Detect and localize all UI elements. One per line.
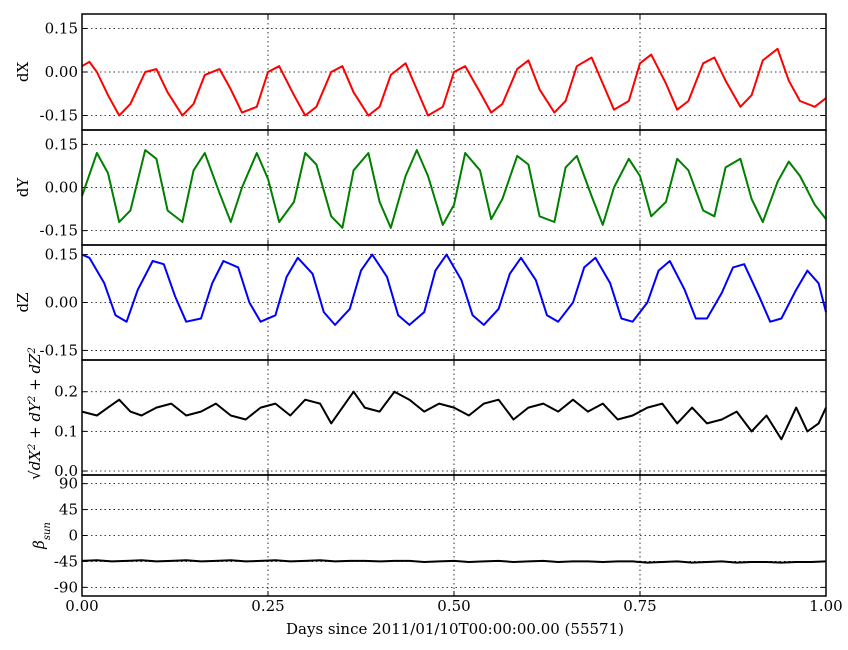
y-tick-label: 90: [59, 475, 78, 493]
series-line-1: [81, 149, 827, 229]
x-axis-label: Days since 2011/01/10T00:00:00.00 (55571…: [286, 620, 624, 638]
series-line-0: [81, 47, 827, 117]
series-line-2: [81, 253, 827, 326]
y-tick-label: 0.1: [54, 422, 78, 440]
series-line-4: [81, 559, 827, 564]
y-axis-label: βsun: [30, 522, 53, 550]
x-tick-label: 0.00: [65, 597, 98, 615]
y-tick-label: 0: [68, 527, 78, 545]
y-tick-label: 0.00: [45, 63, 78, 81]
y-axis-label: √dX2 + dY2 + dZ2: [26, 347, 44, 480]
x-tick-label: 0.50: [437, 597, 470, 615]
panel-2: 0.15 0.00 -0.15 dZ: [14, 244, 827, 361]
y-tick-label: 0.00: [45, 294, 78, 312]
y-tick-label: -0.15: [40, 341, 78, 359]
y-tick-label: 0.0: [54, 462, 78, 480]
y-axis-label: dX: [14, 62, 32, 83]
panel-frame: [81, 129, 827, 246]
y-tick-label: -45: [54, 552, 78, 570]
y-tick-label: 0.00: [45, 179, 78, 197]
panel-0: 0.15 0.00 -0.15 dX: [14, 13, 827, 131]
x-tick-label: 0.75: [623, 597, 656, 615]
x-tick-label: 1.00: [809, 597, 842, 615]
chart-panels: 0.150.00-0.15dX0.150.00-0.15dY0.150.00-0…: [14, 13, 843, 615]
panel-3: 0.2 0.1 0.0 √dX2 + dY2 + dZ2: [26, 347, 827, 480]
y-tick-label: -0.15: [40, 107, 78, 125]
y-tick-label: 0.15: [45, 20, 78, 38]
y-axis-label: dY: [14, 177, 32, 198]
series-line-3: [81, 390, 827, 441]
panel-frame: [81, 474, 827, 597]
y-tick-label: 0.15: [45, 135, 78, 153]
y-tick-label: 0.15: [45, 246, 78, 264]
y-tick-label: 0.2: [54, 383, 78, 401]
panel-frame: [81, 244, 827, 361]
y-tick-label: -0.15: [40, 222, 78, 240]
y-tick-label: -90: [54, 578, 78, 596]
panel-4: 90 45 0 -45 -90 βsun: [30, 474, 827, 597]
y-axis-label: dZ: [14, 292, 32, 312]
x-tick-label: 0.25: [251, 597, 284, 615]
y-tick-label: 45: [59, 501, 78, 519]
panel-frame: [81, 359, 827, 476]
panel-1: 0.15 0.00 -0.15 dY: [14, 129, 827, 246]
